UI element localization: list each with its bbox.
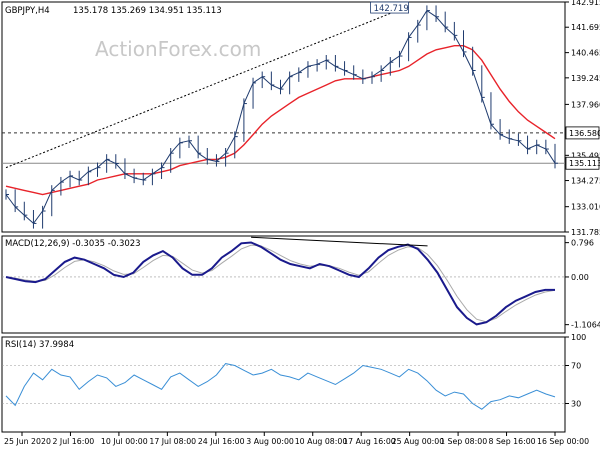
- price-line: [5, 9, 556, 225]
- x-tick-label-8: 25 Aug 00:00: [392, 437, 445, 446]
- price-ytick-5: 135.495: [571, 151, 600, 160]
- price-ohlc: 135.178 135.269 134.951 135.113: [73, 6, 222, 16]
- x-tick-label-7: 17 Aug 16:00: [343, 437, 396, 446]
- rsi-label: RSI(14) 37.9984: [5, 340, 74, 350]
- rsi-ytick-0: 100: [571, 333, 586, 342]
- price-ytick-0: 142.915: [571, 0, 600, 7]
- price-ytick-4: 137.960: [571, 100, 600, 109]
- x-tick-label-6: 10 Aug 08:00: [295, 437, 348, 446]
- rsi-line: [5, 363, 556, 410]
- macd-label: MACD(12,26,9) -0.3035 -0.3023: [5, 239, 141, 249]
- price-symbol: GBPJPY,H4: [5, 6, 50, 16]
- macd-signal-line: [5, 244, 556, 323]
- price-trendline: [5, 5, 409, 169]
- macd-ytick-0: 0.796: [571, 239, 594, 248]
- x-tick-label-2: 10 Jul 00:00: [101, 437, 148, 446]
- x-tick-label-3: 17 Jul 08:00: [149, 437, 196, 446]
- peak-label-box: [370, 1, 410, 14]
- price-ytick-7: 133.010: [571, 203, 600, 212]
- price-hline-label-0: 136.580: [569, 129, 600, 138]
- price-hline-tag-0: [565, 126, 600, 140]
- rsi-ytick-2: 30: [571, 400, 581, 409]
- macd-line: [5, 241, 555, 326]
- peak-label: 142.719: [374, 4, 409, 14]
- x-tick-label-0: 25 Jun 2020: [4, 437, 51, 446]
- price-ytick-2: 140.465: [571, 49, 600, 58]
- x-tick-label-1: 2 Jul 16:00: [52, 437, 94, 446]
- price-ytick-8: 131.785: [571, 228, 600, 237]
- rsi-ytick-1: 70: [571, 362, 581, 371]
- pane-frame-1: [1, 235, 566, 334]
- macd-ytick-2: -1.1064: [571, 321, 600, 330]
- x-tick-label-4: 24 Jul 16:00: [198, 437, 245, 446]
- price-ytick-6: 134.275: [571, 177, 600, 186]
- pane-frame-0: [1, 1, 566, 233]
- price-hline-label-1: 135.113: [569, 159, 600, 168]
- x-tick-label-9: 1 Sep 08:00: [440, 437, 487, 446]
- price-ytick-3: 139.245: [571, 74, 600, 83]
- macd-ytick-1: 0.00: [571, 273, 589, 282]
- pane-frame-2: [1, 336, 566, 433]
- macd-divergence-line: [251, 236, 428, 247]
- x-tick-label-11: 16 Sep 00:00: [537, 437, 589, 446]
- watermark-text: ActionForex.com: [95, 37, 261, 61]
- price-hline-tag-1: [565, 156, 600, 170]
- price-ytick-1: 141.695: [571, 23, 600, 32]
- x-tick-label-5: 3 Aug 00:00: [246, 437, 294, 446]
- x-tick-label-10: 8 Sep 16:00: [489, 437, 536, 446]
